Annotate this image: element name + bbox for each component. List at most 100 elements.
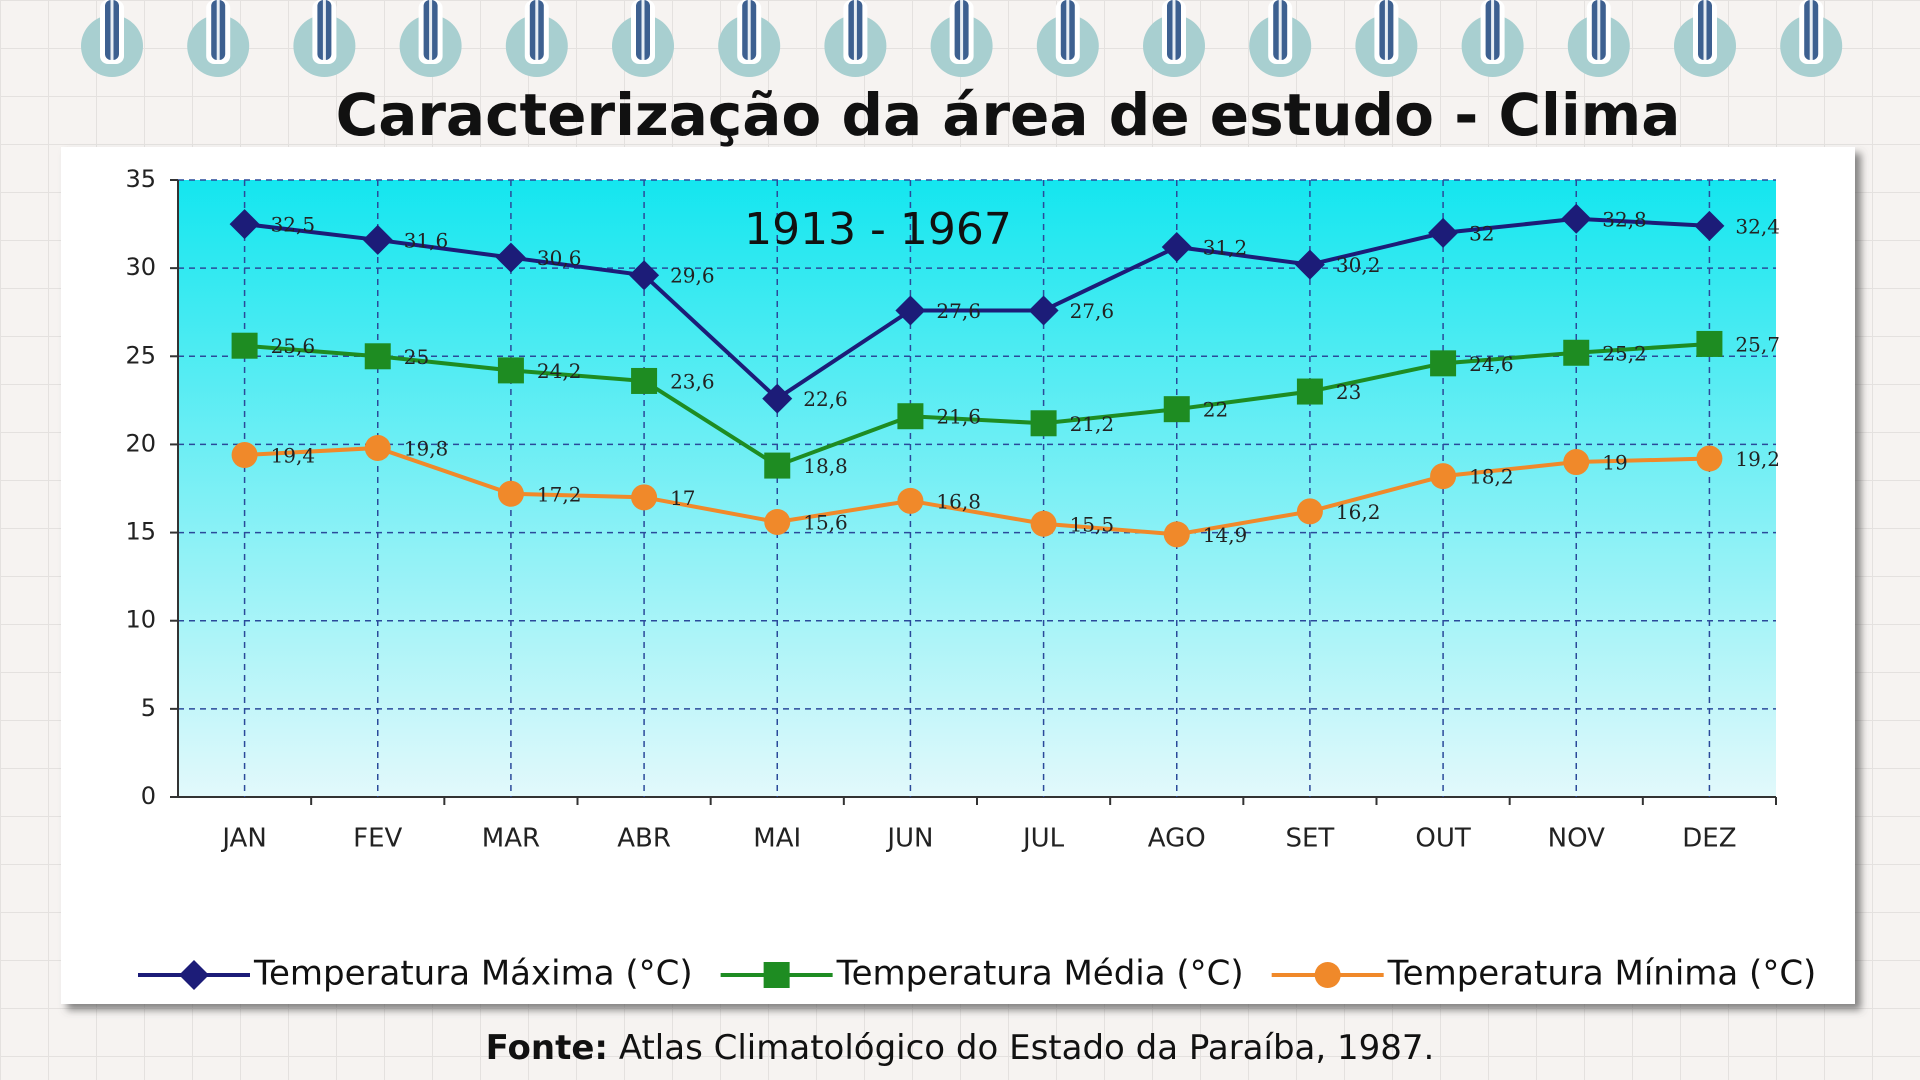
y-tick-label: 15 — [125, 518, 156, 546]
data-point — [362, 224, 393, 255]
data-point — [897, 487, 924, 514]
data-point — [1694, 210, 1725, 241]
x-tick-label: JAN — [220, 824, 266, 854]
data-label: 32 — [1469, 221, 1494, 245]
data-point — [495, 242, 526, 273]
legend-marker — [1314, 962, 1341, 988]
data-point — [1163, 521, 1190, 548]
data-point — [1561, 203, 1592, 234]
source-note: Fonte: Atlas Climatológico do Estado da … — [486, 1028, 1435, 1068]
data-label: 19,8 — [404, 436, 449, 460]
legend-label: Temperatura Mínima (°C) — [1387, 954, 1817, 994]
legend-marker — [179, 960, 209, 990]
series-line — [244, 445, 1710, 537]
x-tick-label: DEZ — [1682, 824, 1736, 854]
data-point — [1428, 217, 1459, 248]
data-label: 30,2 — [1336, 253, 1381, 277]
series-line — [244, 341, 1710, 468]
x-tick-label: JUL — [1021, 824, 1065, 854]
ring-wire — [1597, 0, 1601, 60]
ring-wire — [1809, 0, 1813, 60]
data-label: 25,2 — [1602, 341, 1647, 365]
data-label: 17,2 — [537, 482, 582, 506]
x-tick-label: OUT — [1415, 824, 1470, 854]
data-point — [1430, 350, 1457, 377]
data-label: 31,6 — [404, 228, 449, 252]
legend-label: Temperatura Média (°C) — [836, 954, 1244, 994]
data-label: 14,9 — [1203, 523, 1248, 547]
data-label: 22 — [1203, 398, 1228, 422]
data-label: 19 — [1602, 451, 1627, 475]
data-point — [764, 452, 791, 479]
data-point — [897, 403, 924, 430]
data-point — [1163, 396, 1190, 423]
ring-wire — [1384, 0, 1388, 60]
plot-area — [178, 180, 1776, 797]
y-tick-label: 25 — [125, 341, 156, 369]
ring-wire — [429, 0, 433, 60]
data-point — [497, 357, 524, 384]
data-label: 31,2 — [1203, 235, 1248, 259]
data-label: 16,2 — [1336, 500, 1381, 524]
data-label: 25,7 — [1735, 332, 1780, 356]
data-label: 27,6 — [936, 299, 981, 323]
data-label: 27,6 — [1070, 299, 1115, 323]
data-label: 23,6 — [670, 369, 715, 393]
series-line — [244, 216, 1710, 402]
y-tick-label: 0 — [141, 782, 156, 810]
source-text: Atlas Climatológico do Estado da Paraíba… — [619, 1028, 1435, 1068]
data-point — [1296, 378, 1323, 405]
legend-marker — [763, 962, 790, 988]
data-label: 24,6 — [1469, 352, 1514, 376]
data-label: 32,5 — [271, 213, 316, 237]
ring-wire — [853, 0, 857, 60]
y-tick-label: 30 — [125, 253, 156, 281]
data-point — [1161, 231, 1192, 262]
y-tick-label: 5 — [141, 694, 156, 722]
x-tick-label: NOV — [1548, 824, 1605, 854]
ring-wire — [1172, 0, 1176, 60]
data-point — [764, 508, 791, 535]
slide-title: Caracterização da área de estudo - Clima — [336, 81, 1681, 149]
x-tick-label: FEV — [353, 824, 402, 854]
x-tick-label: SET — [1286, 824, 1335, 854]
data-label: 22,6 — [803, 387, 848, 411]
data-point — [1696, 330, 1723, 357]
ring-wire — [216, 0, 220, 60]
ring-wire — [1278, 0, 1282, 60]
chart-subtitle: 1913 - 1967 — [744, 204, 1012, 255]
data-point — [631, 484, 658, 511]
data-point — [895, 295, 926, 326]
data-label: 25 — [404, 345, 429, 369]
ring-wire — [747, 0, 751, 60]
ring-wire — [535, 0, 539, 60]
data-point — [1430, 463, 1457, 490]
data-label: 18,2 — [1469, 465, 1514, 489]
data-label: 25,6 — [271, 334, 316, 358]
data-label: 30,6 — [537, 246, 582, 270]
data-label: 15,6 — [803, 510, 848, 534]
data-point — [762, 383, 793, 414]
data-label: 17 — [670, 486, 695, 510]
data-point — [231, 332, 258, 359]
ring-wire — [1066, 0, 1070, 60]
data-point — [364, 343, 391, 370]
ring-wire — [960, 0, 964, 60]
data-label: 15,5 — [1070, 512, 1115, 536]
data-label: 19,4 — [271, 444, 316, 468]
data-point — [364, 434, 391, 461]
data-point — [631, 367, 658, 394]
x-tick-label: JUN — [885, 824, 933, 854]
data-point — [1030, 410, 1057, 437]
ring-wire — [1703, 0, 1707, 60]
data-point — [1028, 295, 1059, 326]
data-label: 32,8 — [1602, 207, 1647, 231]
spiral-rings — [81, 0, 1843, 77]
data-point — [231, 442, 258, 469]
x-tick-label: MAR — [482, 824, 540, 854]
data-label: 23 — [1336, 380, 1361, 404]
data-label: 21,2 — [1070, 412, 1115, 436]
x-tick-label: AGO — [1148, 824, 1206, 854]
data-label: 21,6 — [936, 405, 981, 429]
